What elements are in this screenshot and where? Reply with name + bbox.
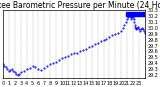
Title: Milwaukee Barometric Pressure per Minute (24 Hours): Milwaukee Barometric Pressure per Minute…: [0, 1, 160, 10]
Bar: [126, 12, 145, 16]
